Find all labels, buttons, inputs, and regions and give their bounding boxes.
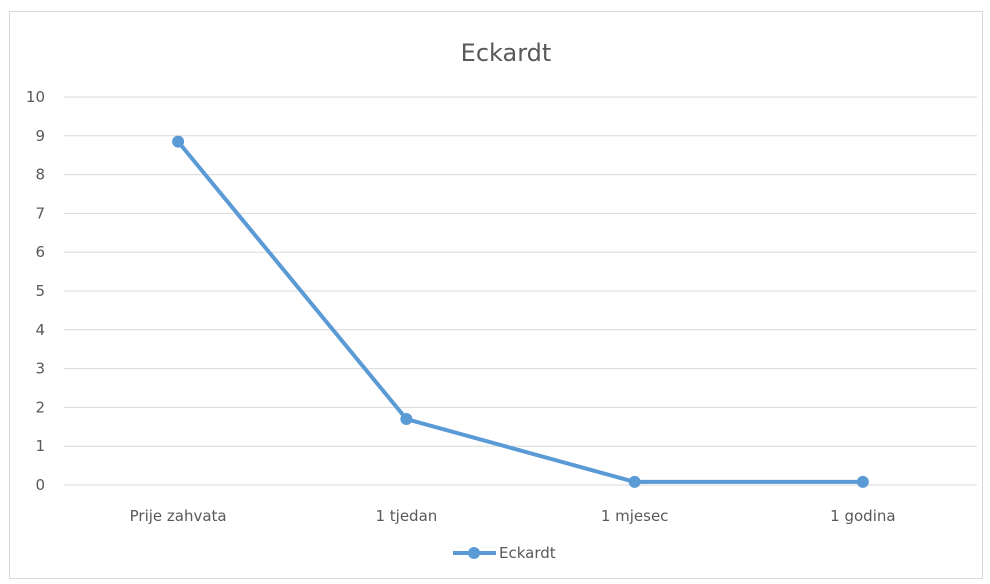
y-tick-label: 10 xyxy=(26,88,45,106)
y-tick-label: 5 xyxy=(35,282,45,300)
data-point xyxy=(400,413,413,426)
x-tick-label: 1 tjedan xyxy=(375,507,437,525)
data-point xyxy=(856,475,869,488)
chart-title: Eckardt xyxy=(461,39,552,67)
x-tick-label: 1 godina xyxy=(830,507,895,525)
series-line xyxy=(176,139,865,484)
data-point xyxy=(172,135,185,148)
y-tick-label: 0 xyxy=(35,476,45,494)
y-tick-label: 3 xyxy=(35,360,45,378)
data-point xyxy=(628,475,641,488)
y-tick-label: 8 xyxy=(35,166,45,184)
chart-frame xyxy=(9,11,983,579)
legend-marker-dot xyxy=(468,547,480,559)
y-tick-label: 7 xyxy=(35,204,45,222)
y-tick-label: 9 xyxy=(35,127,45,145)
y-tick-label: 6 xyxy=(35,243,45,261)
y-axis-ticks: 0 1 2 3 4 5 6 7 8 9 10 xyxy=(26,88,45,494)
x-tick-label: Prije zahvata xyxy=(130,507,227,525)
x-tick-label: 1 mjesec xyxy=(601,507,669,525)
y-tick-label: 2 xyxy=(35,398,45,416)
x-axis-ticks: Prije zahvata 1 tjedan 1 mjesec 1 godina xyxy=(130,507,896,525)
series-group xyxy=(172,135,869,488)
legend-label: Eckardt xyxy=(499,544,556,562)
y-tick-label: 1 xyxy=(35,437,45,455)
y-tick-label: 4 xyxy=(35,321,45,339)
gridlines xyxy=(64,96,977,486)
legend: Eckardt xyxy=(453,544,556,562)
